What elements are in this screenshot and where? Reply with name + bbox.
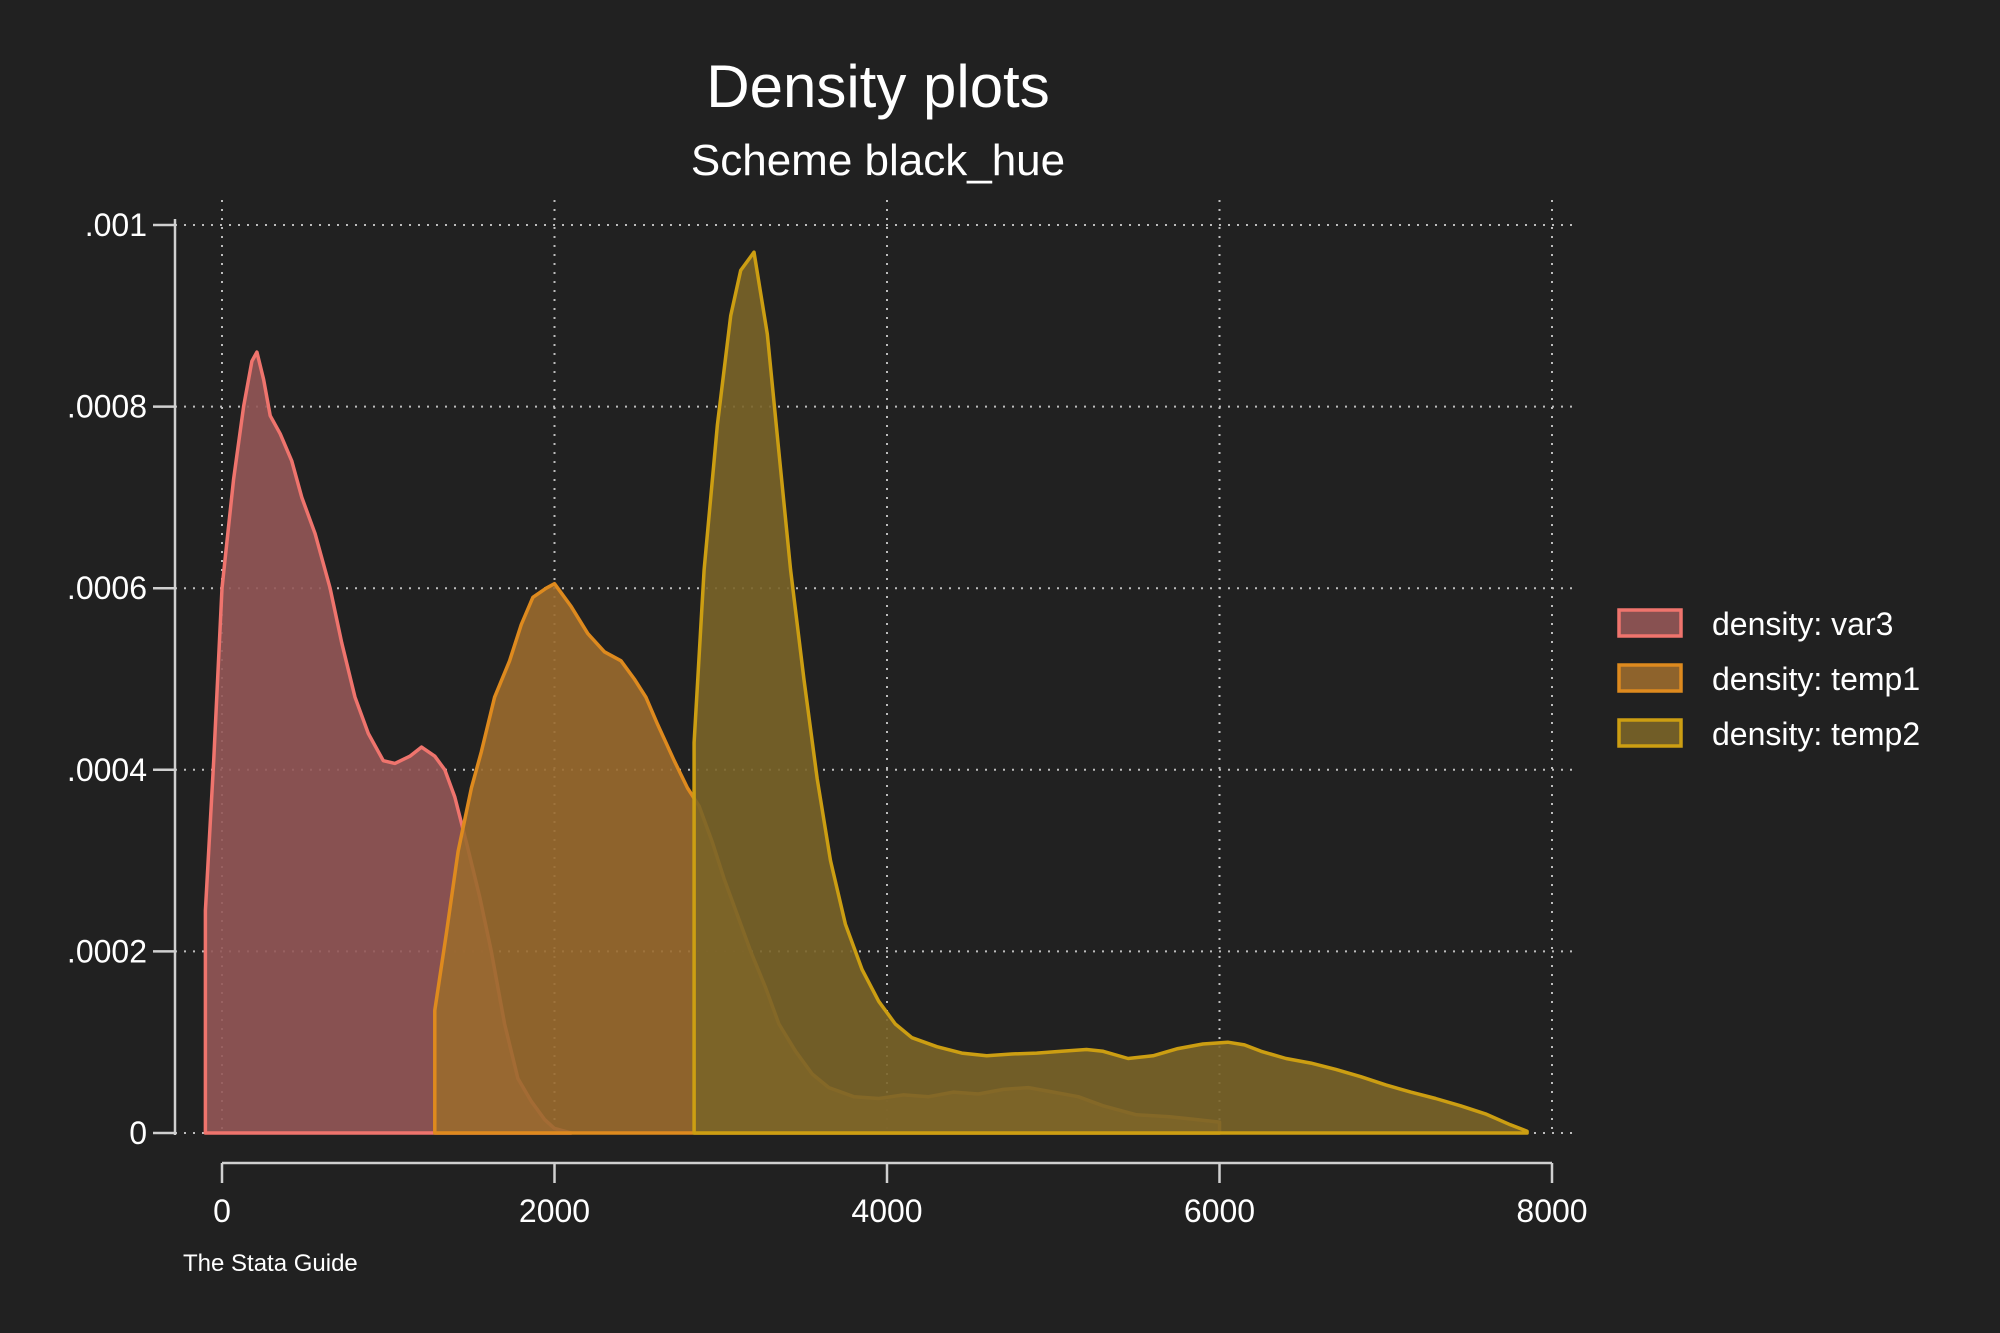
x-tick-label: 8000 [1516,1193,1587,1229]
y-tick-label: 0 [129,1115,147,1151]
chart-title: Density plots [706,53,1049,120]
x-tick-label: 0 [213,1193,231,1229]
density-area-3 [692,250,1529,1135]
legend-swatch [1617,663,1683,693]
y-tick-label: .0002 [67,933,147,969]
legend-label: density: temp1 [1712,661,1920,697]
axes: 0 .0002 .0004 .0006 .0008 .001 0 2000 4000 6000 80… [67,207,1588,1229]
legend: density: var3 density: temp1 density: temp… [1617,606,1920,752]
legend-label: density: temp2 [1712,716,1920,752]
y-tick-label: .001 [85,207,147,243]
legend-label: density: var3 [1712,606,1893,642]
x-tick-label: 4000 [851,1193,922,1229]
y-tick-label: .0004 [67,752,147,788]
y-tick-label: .0006 [67,570,147,606]
x-tick-label: 2000 [519,1193,590,1229]
legend-swatch [1617,608,1683,638]
x-tick-label: 6000 [1184,1193,1255,1229]
density-areas [203,250,1529,1135]
chart-subtitle: Scheme black_hue [691,136,1065,185]
y-tick-label: .0008 [67,389,147,425]
legend-swatch [1617,718,1683,748]
chart-note: The Stata Guide [183,1250,358,1277]
